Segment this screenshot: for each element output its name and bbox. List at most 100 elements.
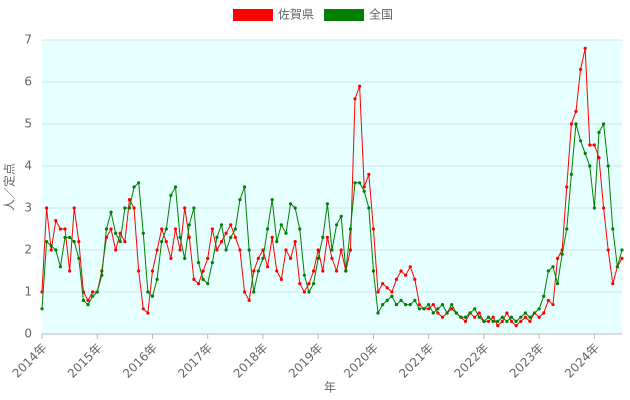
data-point xyxy=(509,319,514,323)
data-point xyxy=(385,298,389,302)
data-point xyxy=(450,307,454,311)
data-point xyxy=(440,303,445,307)
legend-swatch xyxy=(324,9,365,21)
legend-label: 全国 xyxy=(369,7,393,22)
data-point xyxy=(256,256,260,260)
data-point xyxy=(160,240,164,244)
data-point xyxy=(505,311,509,315)
data-point xyxy=(371,269,376,273)
data-point xyxy=(390,294,394,298)
data-point xyxy=(348,227,353,231)
data-point xyxy=(91,290,95,294)
data-point xyxy=(367,172,371,176)
data-point xyxy=(417,307,422,311)
data-point xyxy=(137,181,141,185)
data-point xyxy=(293,206,297,210)
data-point xyxy=(261,256,265,260)
data-point xyxy=(551,265,555,269)
data-point xyxy=(275,240,279,244)
data-point xyxy=(606,164,610,168)
y-tick-label: 5 xyxy=(24,117,32,131)
data-point xyxy=(146,311,150,315)
data-point xyxy=(578,139,583,143)
legend-label: 佐賀県 xyxy=(278,8,314,22)
data-point xyxy=(431,311,435,315)
data-point xyxy=(362,185,366,189)
data-point xyxy=(114,248,118,252)
data-point xyxy=(169,256,173,260)
data-point xyxy=(528,315,532,319)
data-point xyxy=(339,248,343,252)
data-point xyxy=(597,130,601,134)
data-point xyxy=(445,311,449,315)
data-point xyxy=(224,248,228,252)
data-point xyxy=(316,256,320,260)
data-point xyxy=(247,248,251,252)
data-point xyxy=(178,235,182,239)
data-point xyxy=(288,202,293,206)
data-point xyxy=(509,315,514,319)
data-point xyxy=(519,315,523,319)
data-point xyxy=(390,290,394,294)
data-point xyxy=(394,277,399,281)
y-tick-label: 7 xyxy=(24,33,32,47)
data-point xyxy=(463,319,468,323)
data-point xyxy=(427,307,431,311)
data-point xyxy=(91,294,95,298)
data-point xyxy=(523,315,527,319)
data-point xyxy=(500,319,504,323)
data-point xyxy=(601,122,606,126)
data-point xyxy=(49,248,53,252)
data-point xyxy=(187,235,191,239)
data-point xyxy=(574,109,578,113)
data-point xyxy=(127,206,132,210)
data-point xyxy=(344,269,348,273)
data-point xyxy=(183,206,187,210)
data-point xyxy=(588,164,592,168)
data-point xyxy=(325,235,329,239)
data-point xyxy=(427,303,431,307)
data-point xyxy=(77,256,81,260)
data-point xyxy=(560,252,564,256)
data-point xyxy=(491,315,495,319)
data-point xyxy=(592,206,596,210)
data-point xyxy=(40,307,44,311)
data-point xyxy=(72,206,76,210)
data-point xyxy=(339,214,343,218)
data-point xyxy=(109,210,113,214)
data-point xyxy=(514,319,518,323)
data-point xyxy=(127,198,132,202)
data-point xyxy=(358,84,362,88)
data-point xyxy=(555,256,560,260)
data-point xyxy=(353,97,357,101)
data-point xyxy=(288,256,293,260)
data-point xyxy=(615,265,619,269)
data-point xyxy=(58,227,63,231)
data-point xyxy=(164,227,168,231)
data-point xyxy=(417,303,422,307)
data-point xyxy=(362,189,366,193)
data-point xyxy=(298,282,302,286)
data-point xyxy=(569,122,573,126)
data-point xyxy=(592,143,596,147)
y-tick-label: 4 xyxy=(24,159,32,173)
data-point xyxy=(150,269,155,273)
data-point xyxy=(173,227,178,231)
data-point xyxy=(519,319,523,323)
data-point xyxy=(238,248,242,252)
data-point xyxy=(219,223,224,227)
data-point xyxy=(565,227,569,231)
data-point xyxy=(141,307,145,311)
data-point xyxy=(210,227,214,231)
data-point xyxy=(505,319,509,323)
y-tick-label: 3 xyxy=(24,201,32,215)
data-point xyxy=(311,269,316,273)
data-point xyxy=(463,315,468,319)
data-point xyxy=(537,307,541,311)
data-point xyxy=(385,286,389,290)
data-point xyxy=(49,244,53,248)
data-point xyxy=(265,265,270,269)
y-tick-label: 0 xyxy=(24,327,32,341)
data-point xyxy=(72,240,76,244)
data-point xyxy=(496,324,500,328)
